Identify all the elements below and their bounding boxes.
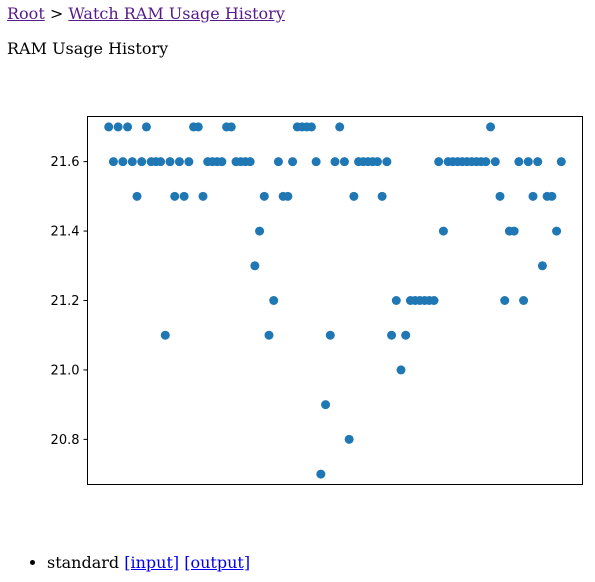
data-point xyxy=(217,157,227,167)
data-point xyxy=(255,226,265,236)
data-point xyxy=(193,122,203,132)
data-point xyxy=(500,296,510,305)
ram-usage-chart: 20.8 21.0 21.2 21.4 21.6 xyxy=(0,100,595,500)
data-point xyxy=(198,191,208,201)
data-point xyxy=(250,261,260,271)
data-point xyxy=(330,157,340,167)
data-point xyxy=(104,122,114,132)
breadcrumb-root-link[interactable]: Root xyxy=(7,4,45,23)
page-title: RAM Usage History xyxy=(7,39,169,58)
breadcrumb-current-link[interactable]: Watch RAM Usage History xyxy=(68,4,285,23)
data-point xyxy=(113,122,123,132)
data-point xyxy=(490,157,500,167)
breadcrumb-separator: > xyxy=(49,4,64,23)
data-point xyxy=(108,157,118,167)
breadcrumb: Root > Watch RAM Usage History xyxy=(7,4,285,24)
data-point xyxy=(245,157,255,167)
data-point xyxy=(401,330,411,340)
data-point xyxy=(537,261,547,271)
data-point xyxy=(514,157,524,167)
data-point xyxy=(429,296,439,305)
data-point xyxy=(273,157,283,167)
data-point xyxy=(552,226,562,236)
y-tick-label: 21.6 xyxy=(51,155,80,170)
data-point xyxy=(288,157,298,167)
data-point xyxy=(127,157,137,167)
data-point xyxy=(156,157,166,167)
data-point xyxy=(344,434,354,444)
data-point xyxy=(123,122,133,132)
output-links-list: standard [input] [output] xyxy=(0,552,250,574)
y-tick-label: 21.0 xyxy=(51,363,80,378)
data-point xyxy=(311,157,321,167)
data-point xyxy=(141,122,151,132)
data-point xyxy=(306,122,316,132)
data-points xyxy=(104,122,566,479)
data-point xyxy=(382,157,392,167)
data-point xyxy=(528,191,538,201)
plot-area-frame xyxy=(87,116,583,485)
input-link[interactable]: [input] xyxy=(124,553,180,572)
data-point xyxy=(118,157,128,167)
data-point xyxy=(391,296,401,305)
data-point xyxy=(434,157,444,167)
data-point xyxy=(377,191,387,201)
data-point xyxy=(269,296,279,305)
data-point xyxy=(174,157,184,167)
chart-canvas: 20.8 21.0 21.2 21.4 21.6 xyxy=(51,116,583,485)
data-point xyxy=(481,157,491,167)
data-point xyxy=(349,191,359,201)
data-point xyxy=(264,330,274,340)
data-point xyxy=(321,400,331,410)
data-point xyxy=(283,191,293,201)
data-point xyxy=(547,191,557,201)
data-point xyxy=(226,122,236,132)
data-point xyxy=(387,330,397,340)
data-point xyxy=(184,157,194,167)
data-point xyxy=(160,330,170,340)
data-point xyxy=(533,157,543,167)
data-point xyxy=(132,191,142,201)
y-tick-label: 21.2 xyxy=(51,294,80,309)
list-item-standard: standard [input] [output] xyxy=(47,552,250,574)
data-point xyxy=(495,191,505,201)
data-point xyxy=(556,157,566,167)
data-point xyxy=(335,122,345,132)
data-point xyxy=(339,157,349,167)
list-item-label: standard xyxy=(47,553,120,572)
data-point xyxy=(372,157,382,167)
data-point xyxy=(137,157,147,167)
output-link[interactable]: [output] xyxy=(184,553,251,572)
data-point xyxy=(179,191,189,201)
data-point xyxy=(259,191,269,201)
data-point xyxy=(170,191,180,201)
data-point xyxy=(316,469,326,479)
data-point xyxy=(396,365,406,375)
y-tick-label: 20.8 xyxy=(51,433,80,448)
data-point xyxy=(523,157,533,167)
data-point xyxy=(438,226,448,236)
y-tick-label: 21.4 xyxy=(51,225,80,240)
y-axis: 20.8 21.0 21.2 21.4 21.6 xyxy=(51,155,88,448)
data-point xyxy=(165,157,175,167)
data-point xyxy=(519,296,529,305)
data-point xyxy=(486,122,496,132)
data-point xyxy=(509,226,519,236)
data-point xyxy=(325,330,335,340)
